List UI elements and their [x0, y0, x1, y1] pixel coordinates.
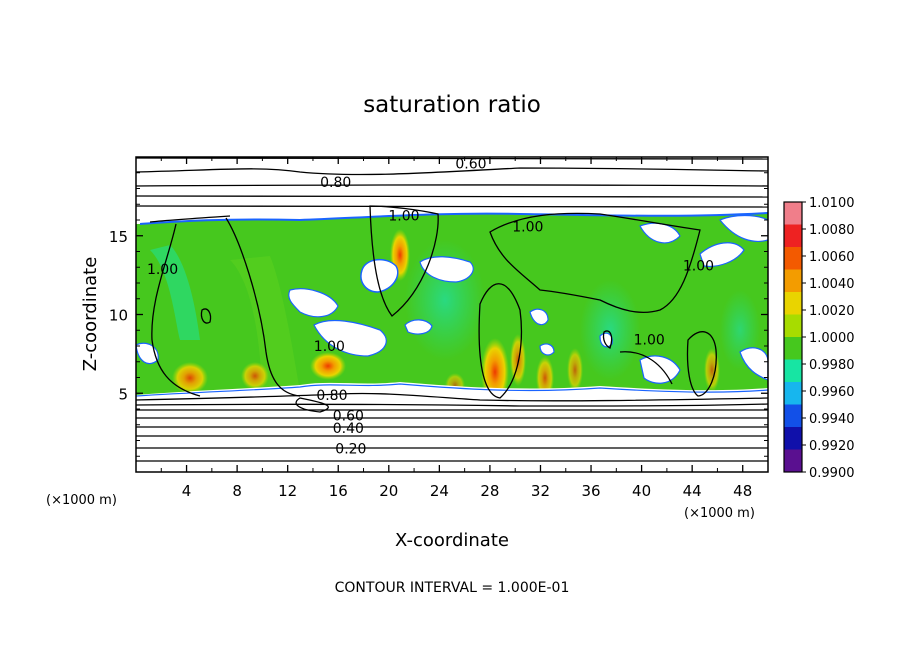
x-tick-label: 40 [632, 482, 651, 500]
x-axis-title: X-coordinate [395, 530, 509, 551]
colorbar-label: 0.9980 [809, 358, 855, 373]
colorbar-label: 1.0000 [809, 331, 855, 346]
chart-title: saturation ratio [363, 92, 541, 118]
x-tick-label: 24 [430, 482, 449, 500]
colorbar-swatch [784, 427, 802, 450]
colorbar: 1.0100 1.0080 1.0060 1.0040 1.0020 1.0000 0.99… [783, 196, 855, 481]
x-tick-label: 28 [480, 482, 499, 500]
y-tick-label: 10 [109, 307, 128, 325]
x-tick-label: 44 [683, 482, 702, 500]
x-unit-left: (×1000 m) [46, 493, 117, 508]
contour-label: 0.80 [316, 388, 347, 404]
colorbar-swatch [784, 359, 802, 383]
colorbar-label: 1.0020 [809, 304, 855, 319]
contour-label: 1.00 [634, 333, 665, 349]
colorbar-label: 0.9920 [809, 439, 855, 454]
x-tick-label: 20 [379, 482, 398, 500]
contour-label: 0.80 [320, 175, 351, 191]
colorbar-swatch [784, 404, 802, 428]
contour-label: 1.00 [147, 262, 178, 278]
contour-interval-note: CONTOUR INTERVAL = 1.000E-01 [335, 580, 570, 596]
contour-label: 1.00 [388, 208, 419, 224]
contour-label: 0.60 [333, 408, 364, 424]
contour-labels: 0.60 0.80 1.00 1.00 1.00 1.00 1.00 1.00 0.80 0.60… [147, 156, 714, 457]
contour-label: 1.00 [314, 339, 345, 355]
colorbar-label: 1.0100 [809, 196, 855, 211]
x-tick-label: 48 [733, 482, 752, 500]
x-unit-right: (×1000 m) [684, 506, 755, 521]
colorbar-swatch [784, 202, 802, 225]
colorbar-label: 1.0060 [809, 250, 855, 265]
x-tick-label: 12 [278, 482, 297, 500]
colorbar-swatch [784, 292, 802, 315]
y-tick-label: 5 [118, 385, 128, 403]
y-tick-label: 15 [109, 228, 128, 246]
x-tick-label: 8 [232, 482, 242, 500]
colorbar-label: 0.9900 [809, 466, 855, 481]
colorbar-label: 1.0040 [809, 277, 855, 292]
contour-label: 1.00 [683, 259, 714, 275]
contour-label: 0.20 [335, 441, 366, 457]
x-tick-label: 4 [182, 482, 192, 500]
colorbar-swatch [784, 382, 802, 405]
contour-label: 0.40 [333, 421, 364, 437]
colorbar-label: 1.0080 [809, 223, 855, 238]
colorbar-swatch [784, 247, 802, 270]
colorbar-label: 0.9960 [809, 385, 855, 400]
contour-label: 1.00 [512, 219, 543, 235]
heatmap-field [136, 157, 768, 472]
colorbar-swatch [784, 224, 802, 248]
colorbar-label: 0.9940 [809, 412, 855, 427]
colorbar-swatch [784, 337, 802, 360]
colorbar-swatch [784, 314, 802, 338]
x-tick-label: 16 [329, 482, 348, 500]
x-tick-label: 32 [531, 482, 550, 500]
colorbar-swatch [784, 449, 802, 473]
colorbar-swatch [784, 269, 802, 293]
y-axis-title: Z-coordinate [80, 257, 101, 372]
contour-label: 0.60 [455, 156, 486, 172]
x-tick-label: 36 [581, 482, 600, 500]
